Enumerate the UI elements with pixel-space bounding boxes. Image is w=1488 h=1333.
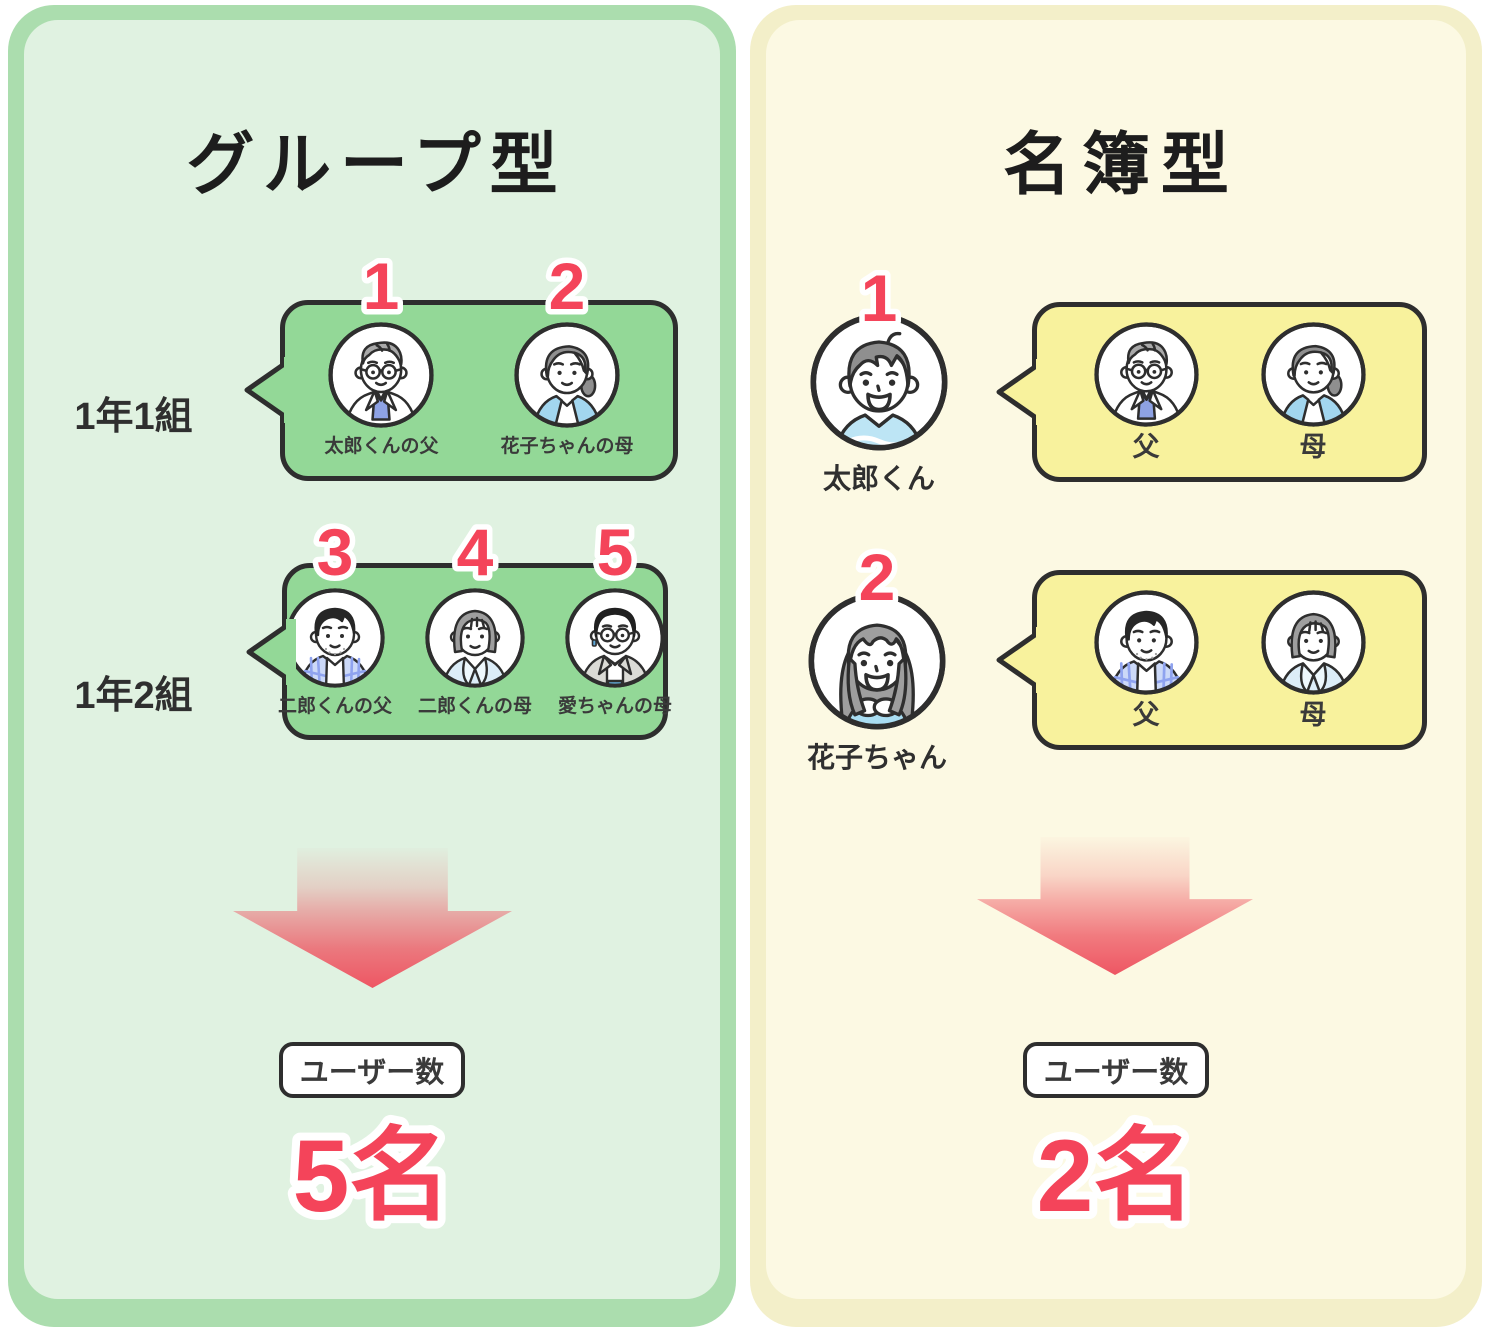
avatar-hanako-mother-icon bbox=[514, 322, 620, 428]
group-row2-label: 1年2組 bbox=[74, 675, 193, 717]
roster-row2-bubble: 父 母 bbox=[1032, 570, 1427, 750]
group-row1-bubble: 1 太郎くんの父 2 花子ちゃんの母 bbox=[280, 244, 678, 481]
svg-text:3: 3 bbox=[317, 515, 354, 589]
member-name: 母 bbox=[1299, 432, 1327, 462]
roster-user-count: 2名 bbox=[1029, 1111, 1204, 1241]
avatar-father-icon bbox=[1093, 590, 1199, 695]
avatar-mother-icon bbox=[1260, 322, 1366, 427]
user-count-badge: ユーザー数 bbox=[279, 1042, 465, 1098]
svg-text:1: 1 bbox=[861, 261, 898, 335]
avatar-jiro-father-icon bbox=[285, 588, 385, 688]
bubble-pointer bbox=[996, 627, 1046, 693]
member: 5 愛ちゃんの母 bbox=[558, 510, 673, 717]
member-name: 二郎くんの母 bbox=[418, 696, 533, 717]
member-number: 5 bbox=[591, 510, 639, 595]
roster-row1-person: 1 太郎くん bbox=[810, 256, 948, 494]
group-row2-bubble: 3 二郎くんの父 4 二郎くんの母 5 愛ち bbox=[278, 510, 672, 740]
member-name: 父 bbox=[1132, 432, 1160, 462]
svg-text:5: 5 bbox=[597, 515, 634, 589]
avatar-jiro-mother-icon bbox=[425, 588, 525, 688]
member: 父 bbox=[1093, 590, 1199, 730]
roster-panel-title: 名簿型 bbox=[1003, 127, 1240, 203]
bubble-pointer bbox=[246, 619, 296, 685]
member-number: 4 bbox=[451, 510, 499, 595]
member: 父 bbox=[1093, 322, 1199, 462]
avatar-ai-mother-icon bbox=[565, 588, 665, 688]
svg-text:2名: 2名 bbox=[1037, 1119, 1196, 1233]
user-count-badge-label: ユーザー数 bbox=[1043, 1057, 1189, 1089]
roster-panel: 名簿型 1 太郎くん 父 母 bbox=[750, 5, 1482, 1327]
avatar-hanako-girl-icon bbox=[808, 592, 946, 730]
member-name: 二郎くんの父 bbox=[277, 696, 392, 717]
member: 4 二郎くんの母 bbox=[418, 510, 533, 717]
member: 3 二郎くんの父 bbox=[277, 510, 392, 717]
svg-text:2: 2 bbox=[549, 249, 586, 323]
member-name: 父 bbox=[1132, 700, 1160, 730]
person-name: 花子ちゃん bbox=[807, 742, 948, 773]
roster-row1-bubble: 父 母 bbox=[1032, 302, 1427, 482]
member: 母 bbox=[1260, 322, 1366, 462]
avatar-taro-boy-icon bbox=[810, 313, 948, 451]
bubble-pointer bbox=[996, 359, 1046, 425]
group-user-count: 5名 bbox=[285, 1111, 460, 1241]
member-name: 花子ちゃんの母 bbox=[500, 436, 634, 457]
avatar-mother-icon bbox=[1260, 590, 1366, 695]
person-name: 太郎くん bbox=[822, 463, 935, 494]
group-row1-label: 1年1組 bbox=[74, 396, 193, 438]
svg-text:1: 1 bbox=[363, 249, 400, 323]
member-number: 2 bbox=[543, 244, 591, 329]
user-count-badge-label: ユーザー数 bbox=[299, 1057, 445, 1089]
person-number: 2 bbox=[853, 535, 901, 620]
roster-row2-person: 2 花子ちゃん bbox=[807, 535, 948, 773]
avatar-father-icon bbox=[1093, 322, 1199, 427]
member: 2 花子ちゃんの母 bbox=[500, 244, 634, 457]
member-number: 1 bbox=[358, 244, 406, 329]
user-count-badge: ユーザー数 bbox=[1023, 1042, 1209, 1098]
svg-text:4: 4 bbox=[457, 515, 494, 589]
member-name: 母 bbox=[1299, 700, 1327, 730]
person-number: 1 bbox=[855, 256, 903, 341]
member-number: 3 bbox=[311, 510, 359, 595]
member-name: 太郎くんの父 bbox=[324, 436, 439, 457]
avatar-taro-father-icon bbox=[328, 322, 435, 428]
svg-text:2: 2 bbox=[859, 540, 896, 614]
member-name: 愛ちゃんの母 bbox=[558, 696, 673, 717]
group-panel-title: グループ型 bbox=[186, 127, 567, 203]
member: 母 bbox=[1260, 590, 1366, 730]
bubble-pointer bbox=[244, 357, 294, 423]
svg-text:5名: 5名 bbox=[293, 1119, 452, 1233]
group-panel: グループ型 1年1組 1 太郎くんの父 2 花子ちゃんの母 bbox=[8, 5, 736, 1327]
member: 1 太郎くんの父 bbox=[324, 244, 439, 457]
